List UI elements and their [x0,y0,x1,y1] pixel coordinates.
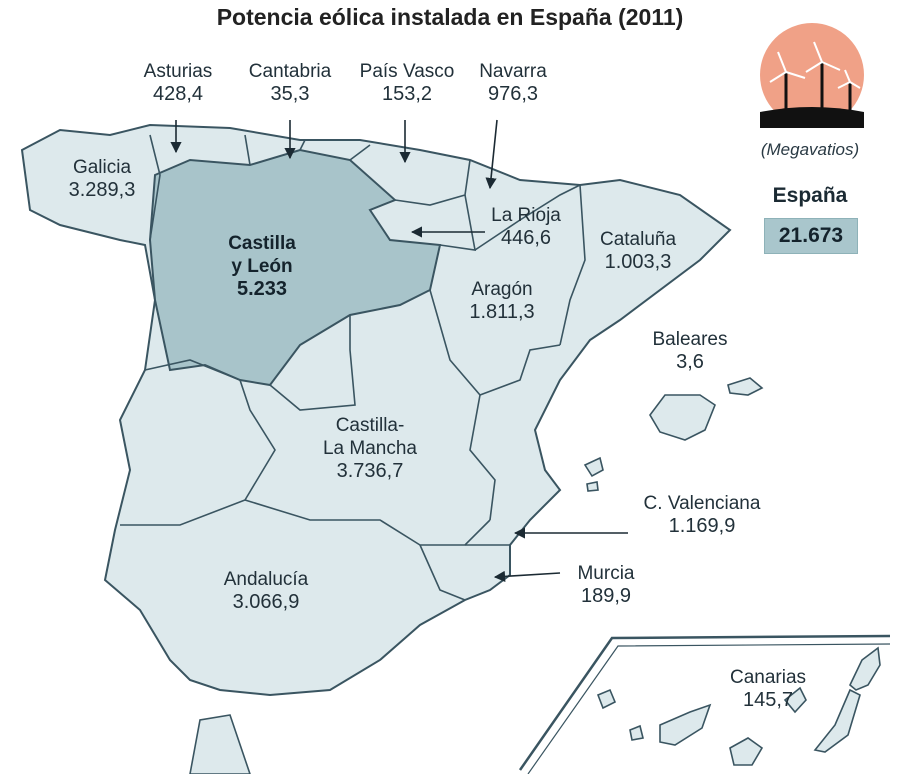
region-cantabria-label: Cantabria 35,3 [238,60,342,106]
region-name-line-1: Castilla [228,233,296,254]
region-name: Murcia [577,563,635,584]
region-value: 428,4 [152,83,204,105]
region-value: 1.169,9 [668,515,736,537]
region-galicia-label: Galicia 3.289,3 [52,156,152,202]
region-aragon-label: Aragón 1.811,3 [452,278,552,324]
region-name: Baleares [652,329,728,350]
total-label: España [772,184,848,207]
region-baleares-label: Baleares 3,6 [640,328,740,374]
region-castilla-leon-shape[interactable] [148,148,442,387]
ceuta-fragment [189,714,251,774]
region-name: Navarra [479,61,547,82]
region-value: 35,3 [270,83,310,105]
region-name: Cantabria [248,61,332,82]
region-navarra-label: Navarra 976,3 [468,60,558,106]
mainland-outline [20,123,732,697]
region-value: 976,3 [487,83,539,105]
region-value: 189,9 [580,585,632,607]
region-name: Galicia [72,157,132,178]
region-value: 3.066,9 [232,591,300,613]
region-la-rioja-label: La Rioja 446,6 [484,204,568,250]
region-name: Aragón [471,279,533,300]
region-name: C. Valenciana [643,493,761,514]
unit-label: (Megavatios) [760,140,860,159]
region-name: Canarias [729,667,807,688]
region-canarias-label: Canarias 145,7 [718,666,818,712]
region-cataluna-label: Cataluña 1.003,3 [586,228,690,274]
total-value: 21.673 [764,218,858,254]
region-castilla-leon-label: Castilla y León 5.233 [204,232,320,301]
region-murcia-label: Murcia 189,9 [566,562,646,608]
region-name: Andalucía [223,569,309,590]
wind-turbines-icon [760,23,864,128]
region-value: 153,2 [381,83,433,105]
leader-arrows [170,119,628,582]
region-value: 5.233 [236,278,288,300]
canarias-inset [518,634,891,774]
region-value: 3.736,7 [336,460,404,482]
region-value: 1.003,3 [604,251,672,273]
region-andalucia-label: Andalucía 3.066,9 [206,568,326,614]
region-name-line-2: y León [231,256,293,277]
region-name-line-2: La Mancha [322,438,417,459]
region-asturias-label: Asturias 428,4 [130,60,226,106]
region-name: País Vasco [359,61,455,82]
region-value: 3,6 [676,351,704,373]
region-c-valenciana-label: C. Valenciana 1.169,9 [632,492,772,538]
region-name-line-1: Castilla- [335,415,405,436]
region-value: 1.811,3 [469,301,535,323]
region-value: 3.289,3 [68,179,136,201]
region-name: La Rioja [491,205,561,226]
region-value: 145,7 [742,689,794,711]
region-name: Cataluña [599,229,677,250]
region-pais-vasco-label: País Vasco 153,2 [350,60,464,106]
region-name: Asturias [143,61,213,82]
map-title: Potencia eólica instalada en España (201… [216,4,684,30]
region-value: 446,6 [500,227,552,249]
baleares-islands [583,377,764,492]
region-castilla-la-mancha-label: Castilla- La Mancha 3.736,7 [308,414,432,483]
region-borders [120,134,586,601]
